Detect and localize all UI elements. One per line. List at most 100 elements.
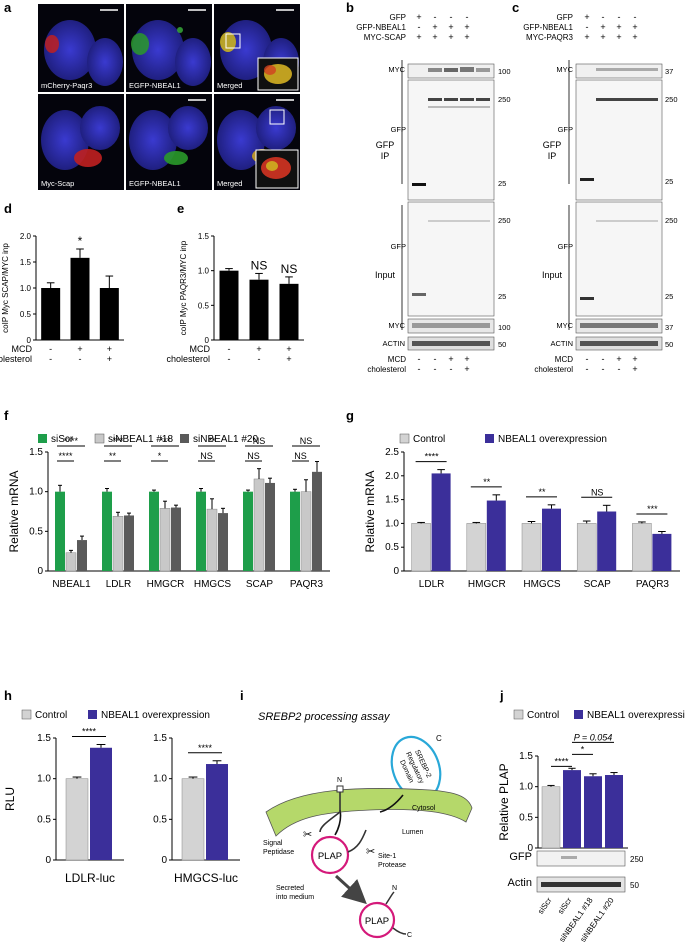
row-label: GFP-NBEAL1 (356, 23, 406, 32)
legend-swatch (485, 434, 494, 443)
lane-mark: - (586, 22, 589, 32)
category-label: HMGCS (523, 579, 561, 590)
plap-tail-c (392, 927, 407, 935)
bar (77, 540, 87, 571)
y-axis-label: Relative mRNA (363, 470, 377, 552)
bar (584, 776, 602, 848)
lane-mark: + (464, 354, 469, 364)
y-tick-label: 1.0 (20, 284, 32, 293)
lane-mark: + (448, 22, 453, 32)
lane-mark: + (584, 32, 589, 42)
legend-label: NBEAL1 overexpression (587, 710, 685, 721)
y-tick-label: 1.0 (29, 487, 43, 498)
er-membrane (265, 788, 473, 837)
legend-swatch (513, 709, 524, 720)
y-tick-label: 1.0 (519, 782, 533, 793)
bar (159, 508, 171, 572)
condition-row-label: cholesterol (166, 354, 210, 364)
lane-mark: - (434, 364, 437, 374)
marker: 100 (498, 67, 511, 76)
scissors-icon: ✂ (303, 829, 312, 841)
bar (563, 770, 581, 848)
blot-j-gfp (536, 850, 626, 867)
panel-b-western: GFP GFP-NBEAL1 MYC-SCAP + - - -- + + ++ + + + MYC… (356, 12, 510, 374)
lane-mark: - (434, 12, 437, 22)
lumen-label: Lumen (402, 829, 424, 836)
lane-mark: - (418, 364, 421, 374)
condition-row-label: cholesterol (0, 354, 32, 364)
legend-f: siScr siNBEAL1 #18 siNBEAL1 #20 (38, 433, 258, 445)
micro-tile-top-2: EGFP-NBEAL1 (126, 4, 212, 92)
micro-tile-bottom-3: Merged (214, 94, 300, 190)
y-tick-label: 1.0 (198, 267, 210, 276)
y-tick-label: 0.5 (29, 526, 43, 537)
condition-mark: - (258, 354, 261, 364)
panel-letter-a: a (4, 0, 12, 15)
blot-label-gfp: GFP (558, 125, 573, 134)
row-label: MYC-PAQR3 (526, 33, 574, 42)
lane-mark: - (450, 364, 453, 374)
marker: 100 (498, 323, 511, 332)
blot-label-myc: MYC (556, 321, 573, 330)
significance-label: * (78, 234, 83, 248)
bar (265, 482, 275, 571)
micro-label: mCherry-Paqr3 (41, 81, 92, 90)
micro-tile-bottom-2: EGFP-NBEAL1 (126, 94, 212, 190)
lane-mark: - (466, 12, 469, 22)
micro-tile-bottom-1: Myc-Scap (38, 94, 124, 190)
marker: 25 (498, 292, 506, 301)
bar (411, 523, 431, 572)
bar (486, 500, 506, 571)
legend-label: NBEAL1 overexpression (498, 434, 607, 445)
legend-label: siScr (51, 434, 74, 445)
significance-label: NS (591, 487, 604, 497)
micro-tile-top-3: Merged (214, 4, 300, 92)
bar (65, 778, 89, 861)
panel-letter-i: i (240, 688, 244, 703)
panel-letter-h: h (4, 688, 12, 703)
bar (90, 747, 112, 860)
blot-label-actin: ACTIN (551, 339, 574, 348)
legend-swatch (574, 710, 583, 719)
bar (99, 288, 119, 340)
panel-letter-g: g (346, 408, 354, 423)
signal-peptidase-label: Signal (263, 840, 283, 847)
lane-mark: + (616, 32, 621, 42)
panel-letter-e: e (177, 201, 184, 216)
lane-mark: + (432, 32, 437, 42)
category-label: HMGCR (147, 579, 185, 590)
panel-letter-d: d (4, 201, 12, 216)
panel-j-blot: GFP 250 Actin 50 siScr siScr siNBEAL1 #1… (508, 850, 644, 944)
secreted-label: into medium (276, 894, 314, 901)
lane-mark: - (618, 364, 621, 374)
micro-label: Merged (217, 81, 242, 90)
bar (542, 508, 561, 571)
lane-mark: - (618, 12, 621, 22)
bar (206, 764, 228, 860)
srebp2-loop (319, 792, 341, 833)
significance-label: * (158, 451, 162, 461)
lane-mark: + (464, 22, 469, 32)
legend-swatch (180, 434, 189, 443)
marker: 37 (665, 323, 673, 332)
significance-label: **** (58, 451, 73, 461)
category-label: LDLR (419, 579, 445, 590)
legend-label: Control (527, 710, 559, 721)
plap-tail-n (385, 891, 395, 905)
lane-mark: + (616, 354, 621, 364)
category-label: SCAP (584, 579, 612, 590)
lane-mark: - (418, 354, 421, 364)
input-label: Input (375, 270, 396, 280)
significance-label: ** (109, 451, 117, 461)
bar (196, 491, 206, 571)
chart-h1: 0 0.5 1.0 1.5 RLU **** LDLR-luc (3, 727, 124, 885)
plap-upper (310, 835, 350, 875)
condition-mark: + (286, 354, 291, 364)
blot-label-myc: MYC (388, 65, 405, 74)
signal-peptidase-label: Peptidase (263, 849, 294, 856)
marker: 250 (665, 216, 678, 225)
significance-label: ** (208, 436, 216, 446)
row-label: cholesterol (367, 365, 406, 374)
